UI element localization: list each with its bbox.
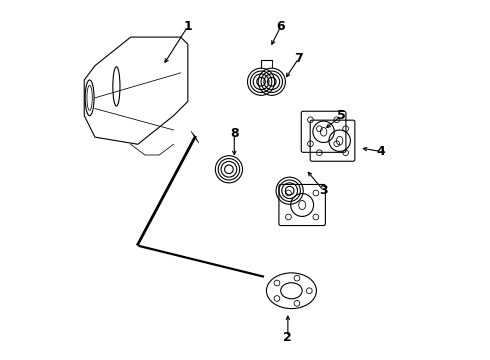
Text: 8: 8 [230,127,239,140]
Text: 6: 6 [276,20,285,33]
Text: 5: 5 [337,109,346,122]
Text: 4: 4 [376,145,385,158]
Text: 1: 1 [183,20,192,33]
Text: 7: 7 [294,52,303,65]
Text: 3: 3 [319,184,328,197]
Text: 2: 2 [284,331,292,344]
